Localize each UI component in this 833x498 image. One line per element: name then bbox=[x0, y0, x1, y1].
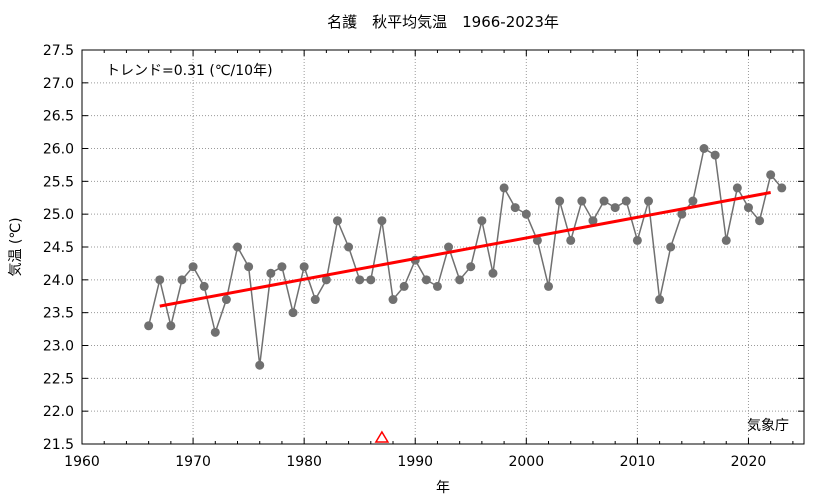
data-point bbox=[544, 281, 554, 291]
y-tick-label: 26.0 bbox=[43, 142, 74, 158]
data-point bbox=[332, 216, 342, 226]
x-tick-label: 1970 bbox=[175, 454, 211, 470]
data-point bbox=[610, 203, 620, 213]
data-point bbox=[532, 235, 542, 245]
data-point bbox=[199, 281, 209, 291]
x-axis: 1960 1970 1980 1990 2000 2010 2020 bbox=[64, 50, 794, 470]
data-point bbox=[566, 235, 576, 245]
data-point bbox=[499, 183, 509, 193]
data-point bbox=[255, 360, 265, 370]
data-point bbox=[466, 262, 476, 272]
data-point bbox=[244, 262, 254, 272]
data-point bbox=[144, 321, 154, 331]
y-tick-label: 22.5 bbox=[43, 371, 74, 387]
trend-label: トレンド=0.31 (℃/10年) bbox=[106, 63, 273, 79]
data-point bbox=[377, 216, 387, 226]
marker-group bbox=[374, 430, 390, 443]
data-point bbox=[444, 242, 454, 252]
data-point bbox=[655, 295, 665, 305]
data-point bbox=[488, 268, 498, 278]
data-point bbox=[421, 275, 431, 285]
data-point bbox=[155, 275, 165, 285]
data-point bbox=[355, 275, 365, 285]
data-point bbox=[632, 235, 642, 245]
data-point bbox=[521, 209, 531, 219]
data-point bbox=[344, 242, 354, 252]
data-point bbox=[388, 295, 398, 305]
data-point bbox=[277, 262, 287, 272]
data-point bbox=[555, 196, 565, 206]
x-tick-label: 2020 bbox=[731, 454, 767, 470]
data-point bbox=[432, 281, 442, 291]
y-axis: 21.5 22.0 22.5 23.0 23.5 24.0 24.5 25.0 25.5 26.0… bbox=[43, 43, 804, 453]
data-point bbox=[399, 281, 409, 291]
data-point bbox=[455, 275, 465, 285]
data-point bbox=[477, 216, 487, 226]
x-tick-label: 1990 bbox=[397, 454, 433, 470]
y-tick-label: 26.5 bbox=[43, 109, 74, 125]
data-point bbox=[777, 183, 787, 193]
data-point bbox=[621, 196, 631, 206]
data-point bbox=[588, 216, 598, 226]
data-point bbox=[755, 216, 765, 226]
data-point bbox=[643, 196, 653, 206]
data-point bbox=[766, 170, 776, 180]
data-point bbox=[743, 203, 753, 213]
data-point bbox=[721, 235, 731, 245]
y-tick-label: 23.0 bbox=[43, 339, 74, 355]
x-tick-label: 2000 bbox=[508, 454, 544, 470]
station-change-marker bbox=[374, 430, 390, 443]
data-point bbox=[599, 196, 609, 206]
data-point bbox=[677, 209, 687, 219]
data-point bbox=[732, 183, 742, 193]
grid bbox=[82, 50, 804, 444]
data-point bbox=[233, 242, 243, 252]
x-tick-label: 2010 bbox=[620, 454, 656, 470]
y-tick-label: 24.5 bbox=[43, 240, 74, 256]
data-point bbox=[666, 242, 676, 252]
data-point bbox=[266, 268, 276, 278]
x-tick-label: 1960 bbox=[64, 454, 100, 470]
chart-title: 名護 秋平均気温 1966-2023年 bbox=[327, 13, 559, 31]
plot-frame bbox=[81, 49, 805, 445]
x-axis-label: 年 bbox=[436, 480, 450, 496]
trend-group bbox=[159, 191, 771, 308]
data-point bbox=[688, 196, 698, 206]
data-point bbox=[710, 150, 720, 160]
y-tick-label: 25.0 bbox=[43, 207, 74, 223]
y-tick-label: 22.0 bbox=[43, 404, 74, 420]
data-point bbox=[299, 262, 309, 272]
y-tick-label: 24.0 bbox=[43, 273, 74, 289]
data-point bbox=[366, 275, 376, 285]
y-tick-label: 27.0 bbox=[43, 76, 74, 92]
data-point bbox=[166, 321, 176, 331]
y-tick-label: 27.5 bbox=[43, 43, 74, 59]
y-tick-label: 21.5 bbox=[43, 437, 74, 453]
data-point bbox=[188, 262, 198, 272]
data-point bbox=[177, 275, 187, 285]
data-point bbox=[577, 196, 587, 206]
data-point bbox=[210, 327, 220, 337]
data-point bbox=[288, 308, 298, 318]
source-label: 気象庁 bbox=[747, 418, 789, 434]
y-axis-label: 気温 (℃) bbox=[8, 217, 24, 276]
trend-line bbox=[159, 191, 771, 308]
y-tick-label: 23.5 bbox=[43, 306, 74, 322]
series-line bbox=[147, 147, 783, 366]
series-group bbox=[144, 144, 787, 370]
data-point bbox=[699, 144, 709, 153]
data-point bbox=[310, 295, 320, 305]
data-point bbox=[321, 275, 331, 285]
data-point bbox=[221, 295, 231, 305]
y-tick-label: 25.5 bbox=[43, 174, 74, 190]
data-point bbox=[510, 203, 520, 213]
x-tick-label: 1980 bbox=[286, 454, 322, 470]
